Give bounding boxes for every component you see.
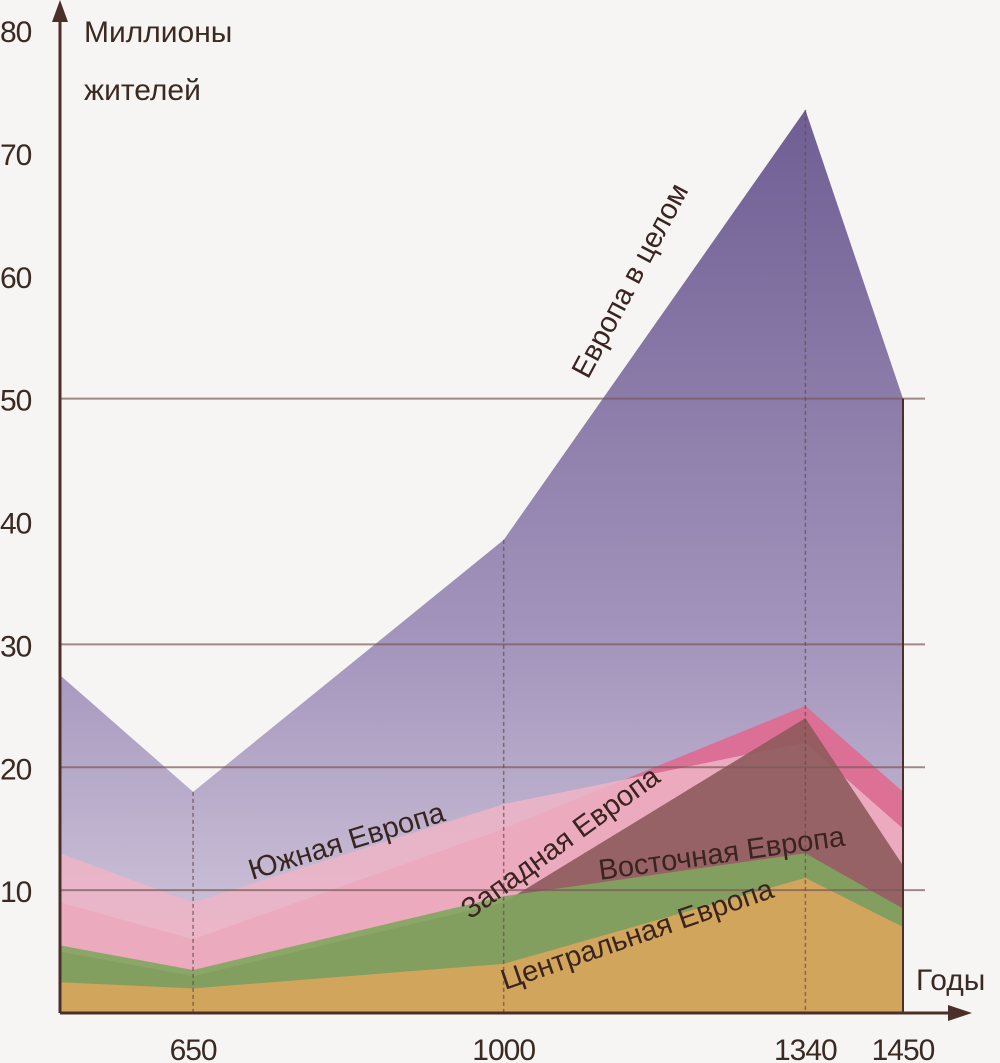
y-tick-label-40: 40 xyxy=(0,508,32,541)
year-gridlines xyxy=(60,109,925,1013)
y-tick-label-50: 50 xyxy=(0,385,32,418)
x-axis-title: Годы xyxy=(916,964,985,997)
y-tick-label-20: 20 xyxy=(0,753,32,786)
area-central-europe xyxy=(60,877,903,1013)
y-axis-title-line2: жителей xyxy=(84,74,201,107)
y-axis-title-line1: Миллионы xyxy=(84,16,232,49)
axes xyxy=(52,0,972,1021)
y-tick-label-80: 80 xyxy=(0,16,32,49)
x-tick-label-1450: 1450 xyxy=(872,1034,935,1063)
x-tick-label-1340: 1340 xyxy=(774,1034,837,1063)
tick-labels: 10 20 30 40 50 60 70 80 650 1000 1340 1450 xyxy=(0,16,936,1063)
y-tick-label-70: 70 xyxy=(0,139,32,172)
y-tick-label-10: 10 xyxy=(0,876,32,909)
x-tick-label-1000: 1000 xyxy=(472,1034,535,1063)
y-tick-label-60: 60 xyxy=(0,262,32,295)
y-tick-label-30: 30 xyxy=(0,630,32,663)
x-axis-arrow xyxy=(948,1005,972,1021)
y-axis-arrow xyxy=(52,0,68,22)
x-tick-label-650: 650 xyxy=(170,1034,217,1063)
areas xyxy=(60,109,903,1013)
